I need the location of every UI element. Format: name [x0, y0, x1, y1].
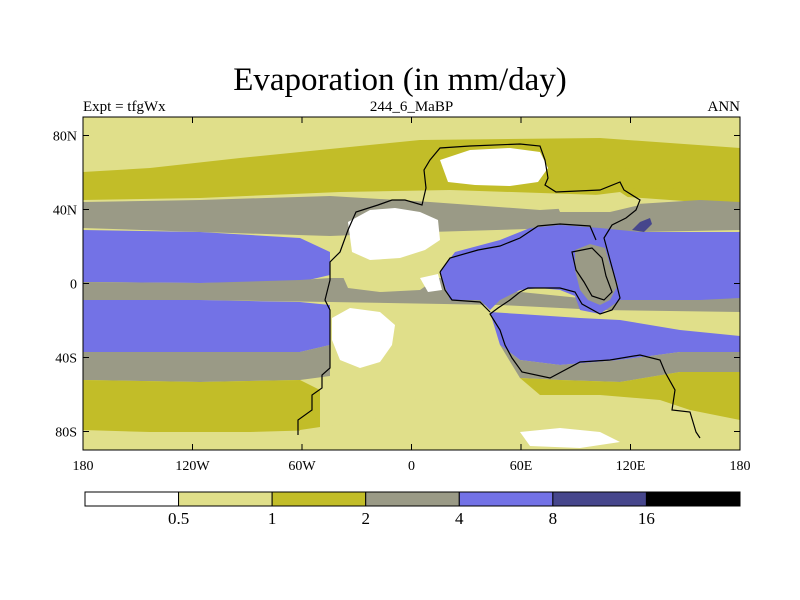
- field-band-equator-grey: [83, 278, 740, 312]
- map-coastline-2: [439, 223, 597, 273]
- field-band-south-olive-east: [520, 372, 740, 420]
- field-south-light-strip: [300, 410, 740, 450]
- field-band-tropical-blue-west: [83, 230, 330, 283]
- colorbar-level-label: 8: [549, 509, 558, 528]
- season-label: ANN: [707, 99, 741, 115]
- field-antarctic-white: [520, 428, 620, 448]
- map-coastline-4: [439, 271, 491, 313]
- map-coastline: [297, 143, 701, 439]
- colorbar-swatch: [458, 491, 554, 507]
- colorbar-level-label: 1: [268, 509, 277, 528]
- colorbar-level-label: 0.5: [168, 509, 189, 528]
- field-continent-south-white: [332, 308, 395, 368]
- field-east-inner-grey: [575, 244, 618, 305]
- field-band-tropical-blue-south: [83, 300, 330, 352]
- field-continent-south-patches: [340, 370, 520, 402]
- colorbar-level-label: 2: [361, 509, 370, 528]
- colorbar-swatch: [365, 491, 460, 507]
- map-field: [83, 117, 740, 450]
- colorbar-swatch: [178, 491, 273, 507]
- x-tick-label: 180: [730, 459, 751, 474]
- map-coastline-3: [571, 247, 613, 301]
- y-tick-label: 80N: [53, 130, 77, 145]
- field-continent-north-white-2: [440, 148, 548, 186]
- field-continent-north-white: [348, 208, 440, 260]
- y-tick-label: 0: [70, 278, 77, 293]
- y-tick-label: 80S: [55, 426, 77, 441]
- x-tick-label: 120E: [616, 459, 646, 474]
- colorbar-level-label: 16: [638, 509, 655, 528]
- field-continent-mid-white: [420, 274, 442, 292]
- field-band-north-olive: [83, 138, 740, 205]
- x-tick-label: 180: [73, 459, 94, 474]
- colorbar-level-label: 4: [455, 509, 464, 528]
- y-tick-label: 40S: [55, 352, 77, 367]
- map-title: Evaporation (in mm/day): [233, 62, 567, 98]
- experiment-label: Expt = tfgWx: [83, 99, 166, 115]
- period-label: 244_6_MaBP: [369, 99, 454, 115]
- colorbar: 0.5 1 2 4 8 16: [84, 491, 741, 528]
- field-ne-light-patch: [555, 192, 640, 212]
- field-band-north-olive-2: [520, 168, 740, 190]
- x-tick-label: 120W: [175, 459, 210, 474]
- x-tick-label: 60E: [510, 459, 533, 474]
- x-tick-label: 60W: [288, 459, 316, 474]
- field-continent-mid-light: [340, 262, 440, 292]
- field-east-blue-south: [490, 312, 740, 365]
- colorbar-swatch: [645, 491, 741, 507]
- field-band-south-olive: [83, 380, 320, 432]
- y-tick-label: 40N: [53, 204, 77, 219]
- x-axis: 180 120W 60W 0 60E 120E 180: [73, 117, 751, 474]
- colorbar-swatch: [84, 491, 180, 507]
- field-dark-blue-pocket: [632, 218, 652, 232]
- field-band-south-grey: [83, 345, 330, 382]
- y-axis: 80N 40N 0 40S 80S: [53, 130, 740, 441]
- x-tick-label: 0: [408, 459, 415, 474]
- colorbar-swatch: [271, 491, 367, 507]
- colorbar-swatch: [552, 491, 647, 507]
